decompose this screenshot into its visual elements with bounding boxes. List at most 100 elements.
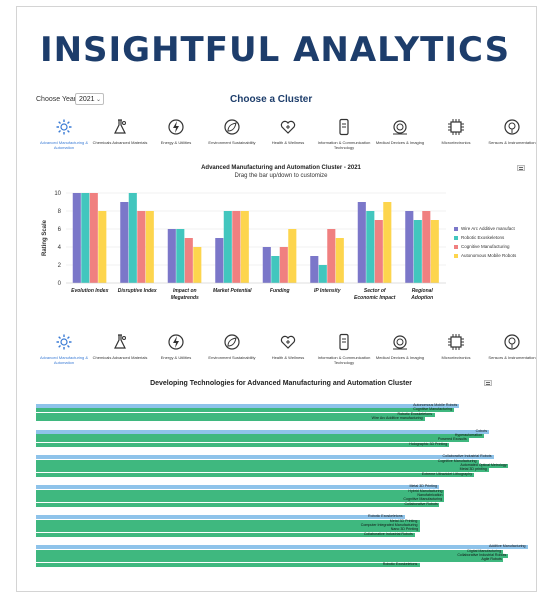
tech-label: Wire Arc Additive manufacturing xyxy=(371,416,423,421)
tech-bar[interactable] xyxy=(36,455,494,460)
bar xyxy=(405,211,414,283)
tech-bar[interactable] xyxy=(36,502,440,507)
tech-bar[interactable] xyxy=(36,558,504,563)
x-tick-label: Impact on xyxy=(173,288,197,294)
cluster2-item-8[interactable]: Sensors & Instrumentation xyxy=(484,333,540,360)
bar xyxy=(327,229,336,283)
legend-label: Cognitive Manufacturing xyxy=(461,244,510,249)
tech-bar[interactable] xyxy=(36,464,509,468)
legend-item[interactable]: Robotic Exoskeletons xyxy=(454,235,516,244)
cluster-item-6[interactable]: Medical Devices & Imaging xyxy=(372,118,428,145)
cluster2-item-2[interactable]: Energy & Utilities xyxy=(148,333,204,360)
tech-bar[interactable] xyxy=(36,442,450,447)
tech-bar[interactable] xyxy=(36,549,504,554)
leaf-icon xyxy=(224,119,240,135)
bar xyxy=(232,211,241,283)
bar xyxy=(310,256,319,283)
x-tick-label: Adoption xyxy=(410,295,433,301)
technologies-menu-button[interactable] xyxy=(484,380,492,386)
tech-bar[interactable] xyxy=(36,468,489,473)
cluster2-item-0[interactable]: Advanced Manufacturing & Automation xyxy=(36,333,92,365)
cluster2-item-7[interactable]: Microelectronics xyxy=(428,333,484,360)
bar xyxy=(167,229,176,283)
cluster2-item-5[interactable]: Information & Communication Technology xyxy=(316,333,372,365)
legend-item[interactable]: Wire Arc Additive manufact xyxy=(454,226,516,235)
x-tick-label: IP Intensity xyxy=(314,288,341,294)
cluster2-item-1[interactable]: Chemicals Advanced Materials xyxy=(92,333,148,360)
bar xyxy=(240,211,249,283)
tech-bar[interactable] xyxy=(36,412,435,417)
chart-title: Advanced Manufacturing and Automation Cl… xyxy=(201,165,361,171)
tech-label: Robotic Exoskeletons xyxy=(382,561,418,566)
tech-bar[interactable] xyxy=(36,429,489,434)
tech-bar[interactable] xyxy=(36,524,420,528)
cluster-item-2[interactable]: Energy & Utilities xyxy=(148,118,204,145)
tech-bar[interactable] xyxy=(36,515,405,520)
legend-swatch xyxy=(454,253,458,258)
chart-menu-button[interactable] xyxy=(517,165,525,171)
tech-bar[interactable] xyxy=(36,532,415,537)
legend-swatch xyxy=(454,244,458,249)
chart-subtitle: Drag the bar up/down to customize xyxy=(234,173,328,179)
tech-label: Extreme Ultraviolet Lithography xyxy=(421,471,473,476)
legend-item[interactable]: Cognitive Manufacturing xyxy=(454,244,516,253)
tech-bar[interactable] xyxy=(36,562,420,567)
bar xyxy=(184,238,193,283)
cluster-label: Medical Devices & Imaging xyxy=(375,355,425,360)
cluster-label: Chemicals Advanced Materials xyxy=(92,355,148,360)
bar xyxy=(288,229,297,283)
bar xyxy=(279,247,288,283)
bar xyxy=(262,247,271,283)
tech-label: Cognitive Manufacturing xyxy=(437,458,477,463)
tech-bar[interactable] xyxy=(36,545,528,550)
cluster-label: Environment Sustainability xyxy=(208,355,256,360)
legend-item[interactable]: Autonomous Mobile Robots xyxy=(454,253,516,262)
cluster-item-1[interactable]: Chemicals Advanced Materials xyxy=(92,118,148,145)
tech-label: Holographic 3D Printing xyxy=(409,441,448,446)
scanner-icon xyxy=(393,120,407,135)
tech-bar[interactable] xyxy=(36,554,509,558)
cluster-item-8[interactable]: Sensors & Instrumentation xyxy=(484,118,540,145)
tech-bar[interactable] xyxy=(36,519,420,524)
tech-label: Cobots xyxy=(475,428,488,433)
legend-label: Robotic Exoskeletons xyxy=(461,235,505,240)
tech-bar[interactable] xyxy=(36,485,440,490)
cluster-label: Medical Devices & Imaging xyxy=(375,140,425,145)
tech-label: Autonomous Mobile Robots xyxy=(413,403,458,407)
tech-bar[interactable] xyxy=(36,438,469,443)
year-select[interactable]: 2021 ⌄ xyxy=(75,93,104,105)
cluster-item-5[interactable]: Information & Communication Technology xyxy=(316,118,372,150)
tech-label: Nanofabrication xyxy=(417,493,443,497)
cluster-item-4[interactable]: Health & Wellness xyxy=(260,118,316,145)
cluster-selector: Advanced Manufacturing & Automation Chemi… xyxy=(36,118,536,164)
chart-legend: Wire Arc Additive manufact Robotic Exoske… xyxy=(454,226,516,262)
tech-bar[interactable] xyxy=(36,408,455,413)
tech-bar[interactable] xyxy=(36,498,445,503)
cluster2-item-6[interactable]: Medical Devices & Imaging xyxy=(372,333,428,360)
cluster-item-0[interactable]: Advanced Manufacturing & Automation xyxy=(36,118,92,150)
tech-bar[interactable] xyxy=(36,404,460,408)
tech-bar[interactable] xyxy=(36,417,425,422)
tech-bar[interactable] xyxy=(36,459,479,464)
cluster2-item-4[interactable]: Health & Wellness xyxy=(260,333,316,360)
flask-icon xyxy=(114,334,126,349)
tech-label: Collaborative Industrial Robots xyxy=(363,531,413,536)
tech-bar[interactable] xyxy=(36,528,420,533)
tech-bar[interactable] xyxy=(36,489,445,494)
bar xyxy=(430,220,439,283)
tech-bar[interactable] xyxy=(36,434,484,438)
cluster-section-title: Choose a Cluster xyxy=(230,94,313,105)
x-tick-label: Regional xyxy=(412,288,434,294)
phone-icon xyxy=(339,333,349,351)
cluster-item-3[interactable]: Environment Sustainability xyxy=(204,118,260,145)
cluster-item-7[interactable]: Microelectronics xyxy=(428,118,484,145)
tech-bar[interactable] xyxy=(36,472,474,477)
y-tick-label: 6 xyxy=(58,227,62,233)
cluster-label: Environment Sustainability xyxy=(208,140,256,145)
tech-bar[interactable] xyxy=(36,494,445,498)
cluster2-item-3[interactable]: Environment Sustainability xyxy=(204,333,260,360)
tech-label: Additive Manufacturing xyxy=(489,544,526,549)
gear-icon xyxy=(56,334,72,350)
energy-icon xyxy=(168,119,184,135)
sensor-icon xyxy=(504,334,520,350)
